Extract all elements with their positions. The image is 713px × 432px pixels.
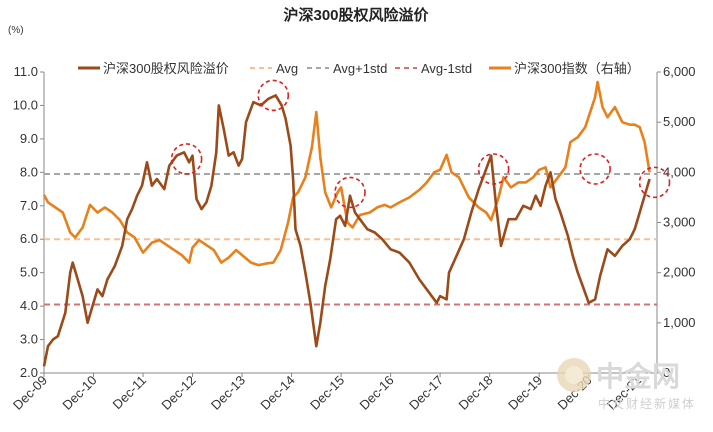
left-tick-label: 7.0: [20, 198, 38, 213]
left-tick-labels: 2.0 3.0 4.0 5.0 6.0 7.0 8.0 9.0 10.0 11.0: [13, 64, 44, 380]
series-lines: [42, 80, 651, 367]
watermark-main: 中金网: [596, 360, 680, 392]
left-tick-label: 6.0: [20, 231, 38, 246]
x-tick-label: Dec-12: [158, 373, 198, 413]
x-tick-label: Dec-11: [110, 373, 150, 413]
right-tick-label: 4,000: [663, 164, 696, 179]
x-tick-labels: Dec-09 Dec-10 Dec-11 Dec-12 Dec-13 Dec-14 Dec-…: [10, 373, 644, 413]
y-axis-unit: (%): [8, 25, 24, 36]
left-tick-label: 8.0: [20, 164, 38, 179]
left-tick-label: 9.0: [20, 131, 38, 146]
x-tick-label: Dec-15: [307, 373, 347, 413]
highlight-circle: [579, 153, 611, 185]
x-tick-label: Dec-18: [456, 373, 496, 413]
right-tick-label: 1,000: [663, 315, 696, 330]
right-tick-labels: 0 1,000 2,000 3,000 4,000 5,000 6,000: [657, 64, 696, 380]
x-tick-label: Dec-10: [59, 373, 99, 413]
left-tick-label: 11.0: [14, 64, 38, 79]
left-tick-label: 3.0: [20, 332, 38, 347]
highlight-circles: [170, 79, 671, 209]
legend-label-erp: 沪深300股权风险溢价: [103, 61, 229, 76]
left-tick-label: 4.0: [20, 298, 38, 313]
highlight-circle: [170, 143, 203, 175]
series-erp-line: [42, 94, 651, 367]
x-tick-label: Dec-13: [208, 373, 248, 413]
legend: 沪深300股权风险溢价 Avg Avg+1std Avg-1std 沪深300指…: [78, 61, 640, 76]
legend-label-index: 沪深300指数（右轴）: [514, 61, 640, 76]
watermark-sub: 中文财经新媒体: [598, 396, 696, 411]
right-tick-label: 5,000: [663, 114, 696, 129]
highlight-circle: [257, 79, 290, 112]
highlight-circle: [638, 166, 671, 199]
series-index-line: [42, 80, 651, 267]
left-tick-label: 5.0: [20, 265, 38, 280]
legend-label-avg: Avg: [276, 61, 298, 76]
x-tick-label: Dec-19: [505, 373, 545, 413]
left-tick-label: 2.0: [20, 365, 38, 380]
x-tick-label: Dec-14: [257, 373, 297, 413]
x-tick-label: Dec-17: [406, 373, 446, 413]
watermark-logo-inner-icon: [565, 366, 583, 384]
reference-lines: [44, 173, 657, 306]
watermark: 中金网 中文财经新媒体: [557, 358, 696, 411]
right-tick-label: 0: [663, 365, 670, 380]
highlight-circle: [334, 176, 366, 209]
right-tick-label: 2,000: [663, 265, 696, 280]
right-tick-label: 3,000: [663, 215, 696, 230]
highlight-circle: [477, 153, 510, 185]
legend-label-plus: Avg+1std: [333, 61, 387, 76]
chart-title: 沪深300股权风险溢价: [283, 6, 429, 24]
x-tick-label: Dec-16: [356, 373, 396, 413]
right-tick-label: 6,000: [663, 64, 696, 79]
left-tick-label: 10.0: [13, 97, 38, 112]
legend-label-minus: Avg-1std: [421, 61, 472, 76]
